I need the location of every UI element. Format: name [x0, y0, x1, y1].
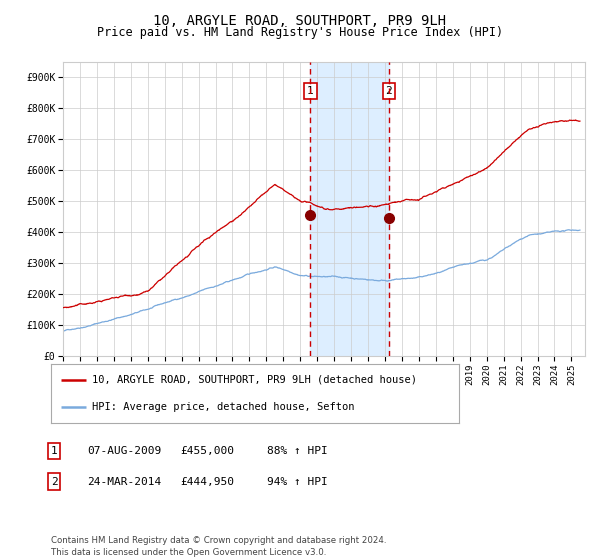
Text: 10, ARGYLE ROAD, SOUTHPORT, PR9 9LH (detached house): 10, ARGYLE ROAD, SOUTHPORT, PR9 9LH (det… [92, 375, 417, 385]
Text: Contains HM Land Registry data © Crown copyright and database right 2024.
This d: Contains HM Land Registry data © Crown c… [51, 536, 386, 557]
Bar [310, 62, 389, 356]
Text: 24-MAR-2014: 24-MAR-2014 [87, 477, 161, 487]
Text: 94% ↑ HPI: 94% ↑ HPI [267, 477, 328, 487]
Text: 07-AUG-2009: 07-AUG-2009 [87, 446, 161, 456]
Text: 88% ↑ HPI: 88% ↑ HPI [267, 446, 328, 456]
Text: HPI: Average price, detached house, Sefton: HPI: Average price, detached house, Seft… [92, 402, 354, 412]
Text: 10, ARGYLE ROAD, SOUTHPORT, PR9 9LH: 10, ARGYLE ROAD, SOUTHPORT, PR9 9LH [154, 14, 446, 28]
Text: 1: 1 [50, 446, 58, 456]
Text: 2: 2 [50, 477, 58, 487]
Text: £444,950: £444,950 [180, 477, 234, 487]
Text: 1: 1 [307, 86, 314, 96]
Text: £455,000: £455,000 [180, 446, 234, 456]
Text: 2: 2 [386, 86, 392, 96]
Text: Price paid vs. HM Land Registry's House Price Index (HPI): Price paid vs. HM Land Registry's House … [97, 26, 503, 39]
